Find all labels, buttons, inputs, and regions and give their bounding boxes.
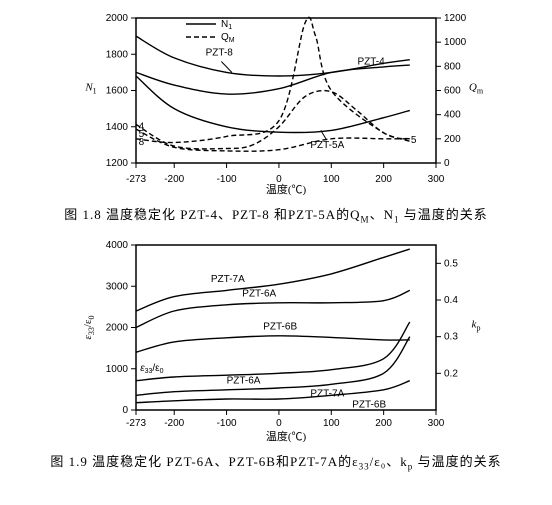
svg-text:1000: 1000 xyxy=(444,37,467,48)
fig-1-8-caption: 图 1.8 温度稳定化 PZT-4、PZT-8 和PZT-5A的QM、N1 与温… xyxy=(0,204,552,225)
y-right-ticks: 0.2 0.3 0.4 0.5 xyxy=(436,258,458,379)
svg-text:200: 200 xyxy=(375,174,392,185)
svg-text:800: 800 xyxy=(444,61,461,72)
svg-text:0: 0 xyxy=(444,158,450,169)
svg-text:PZT-8: PZT-8 xyxy=(206,48,234,59)
x-ticks: -273-200-1000100200300 xyxy=(126,163,445,185)
svg-text:400: 400 xyxy=(444,110,461,121)
svg-text:2000: 2000 xyxy=(106,13,129,24)
series-pzt5a xyxy=(136,76,410,133)
svg-text:0.4: 0.4 xyxy=(444,295,458,306)
svg-text:-200: -200 xyxy=(164,418,184,429)
series-pzt4 xyxy=(136,65,410,94)
svg-text:0: 0 xyxy=(276,418,282,429)
svg-text:PZT-6A: PZT-6A xyxy=(242,288,276,299)
svg-text:PZT-6B: PZT-6B xyxy=(263,321,297,332)
series-eps-pzt6b xyxy=(136,335,410,351)
svg-text:N1: N1 xyxy=(221,19,232,31)
x-axis-label: 温度(℃) xyxy=(266,182,307,196)
series-q4 xyxy=(136,91,410,149)
y-left-label: ε33/ε0 xyxy=(82,315,96,339)
svg-text:0.2: 0.2 xyxy=(444,368,458,379)
y-left-ticks: 0 1000 2000 3000 4000 xyxy=(106,240,136,416)
legend: N1 QM xyxy=(186,19,235,44)
y-right-ticks: 0 200 400 600 800 1000 1200 xyxy=(436,13,467,169)
fig-1-9-caption: 图 1.9 温度稳定化 PZT-6A、PZT-6B和PZT-7A的ε33/ε₀、… xyxy=(0,451,552,472)
svg-text:200: 200 xyxy=(444,134,461,145)
svg-text:4000: 4000 xyxy=(106,240,129,251)
svg-text:0.3: 0.3 xyxy=(444,331,458,342)
svg-text:2000: 2000 xyxy=(106,322,129,333)
fig-1-8: -273 -200 -100 0 100 200 300 1200 1400 1600 1800 2… xyxy=(66,8,486,198)
svg-text:100: 100 xyxy=(323,418,340,429)
svg-text:-200: -200 xyxy=(164,174,184,185)
series-labels: PZT-8PZT-4PZT-5A5485 xyxy=(139,48,417,151)
solid-series xyxy=(136,36,410,132)
x-ticks: -273 -200 -100 0 100 200 300 xyxy=(126,410,445,429)
svg-text:1400: 1400 xyxy=(106,122,129,133)
svg-text:PZT-6A: PZT-6A xyxy=(227,375,261,386)
svg-text:5: 5 xyxy=(411,135,417,146)
svg-text:1200: 1200 xyxy=(106,158,129,169)
y-right-label: kp xyxy=(472,318,481,332)
svg-text:1600: 1600 xyxy=(106,86,129,97)
svg-text:100: 100 xyxy=(323,174,340,185)
x-axis-label: 温度(℃) xyxy=(266,429,307,443)
svg-text:-273: -273 xyxy=(126,174,146,185)
svg-text:0.5: 0.5 xyxy=(444,258,458,269)
svg-text:1200: 1200 xyxy=(444,13,467,24)
svg-text:3000: 3000 xyxy=(106,281,129,292)
plot-frame xyxy=(136,18,436,163)
svg-text:PZT-7A: PZT-7A xyxy=(211,274,245,285)
svg-text:-100: -100 xyxy=(217,174,237,185)
y-left-ticks: 1200 1400 1600 1800 2000 xyxy=(106,13,136,169)
svg-text:PZT-7A: PZT-7A xyxy=(310,388,344,399)
svg-text:8: 8 xyxy=(139,137,145,148)
dashed-series xyxy=(136,17,410,151)
svg-text:-273: -273 xyxy=(126,418,146,429)
eps-series xyxy=(136,249,410,352)
svg-text:PZT-5A: PZT-5A xyxy=(310,140,344,151)
svg-text:300: 300 xyxy=(428,418,445,429)
series-kp-pzt7a xyxy=(136,336,410,395)
kp-series xyxy=(136,322,410,403)
svg-text:PZT-6B: PZT-6B xyxy=(352,399,386,410)
svg-text:600: 600 xyxy=(444,86,461,97)
svg-text:4: 4 xyxy=(139,122,145,133)
svg-text:300: 300 xyxy=(428,174,445,185)
in-plot-eps-label: ε33/ε0 xyxy=(140,362,163,374)
svg-text:200: 200 xyxy=(375,418,392,429)
fig-1-9: -273 -200 -100 0 100 200 300 0 1000 2000 3000 4000… xyxy=(66,235,486,445)
series-q5 xyxy=(136,17,410,142)
svg-text:PZT-4: PZT-4 xyxy=(357,57,385,68)
y-left-label: N1 xyxy=(84,82,96,96)
svg-text:-100: -100 xyxy=(217,418,237,429)
svg-text:1800: 1800 xyxy=(106,49,129,60)
svg-text:0: 0 xyxy=(122,405,128,416)
svg-text:1000: 1000 xyxy=(106,363,129,374)
y-right-label: Qm xyxy=(469,82,484,96)
svg-text:QM: QM xyxy=(221,32,235,44)
